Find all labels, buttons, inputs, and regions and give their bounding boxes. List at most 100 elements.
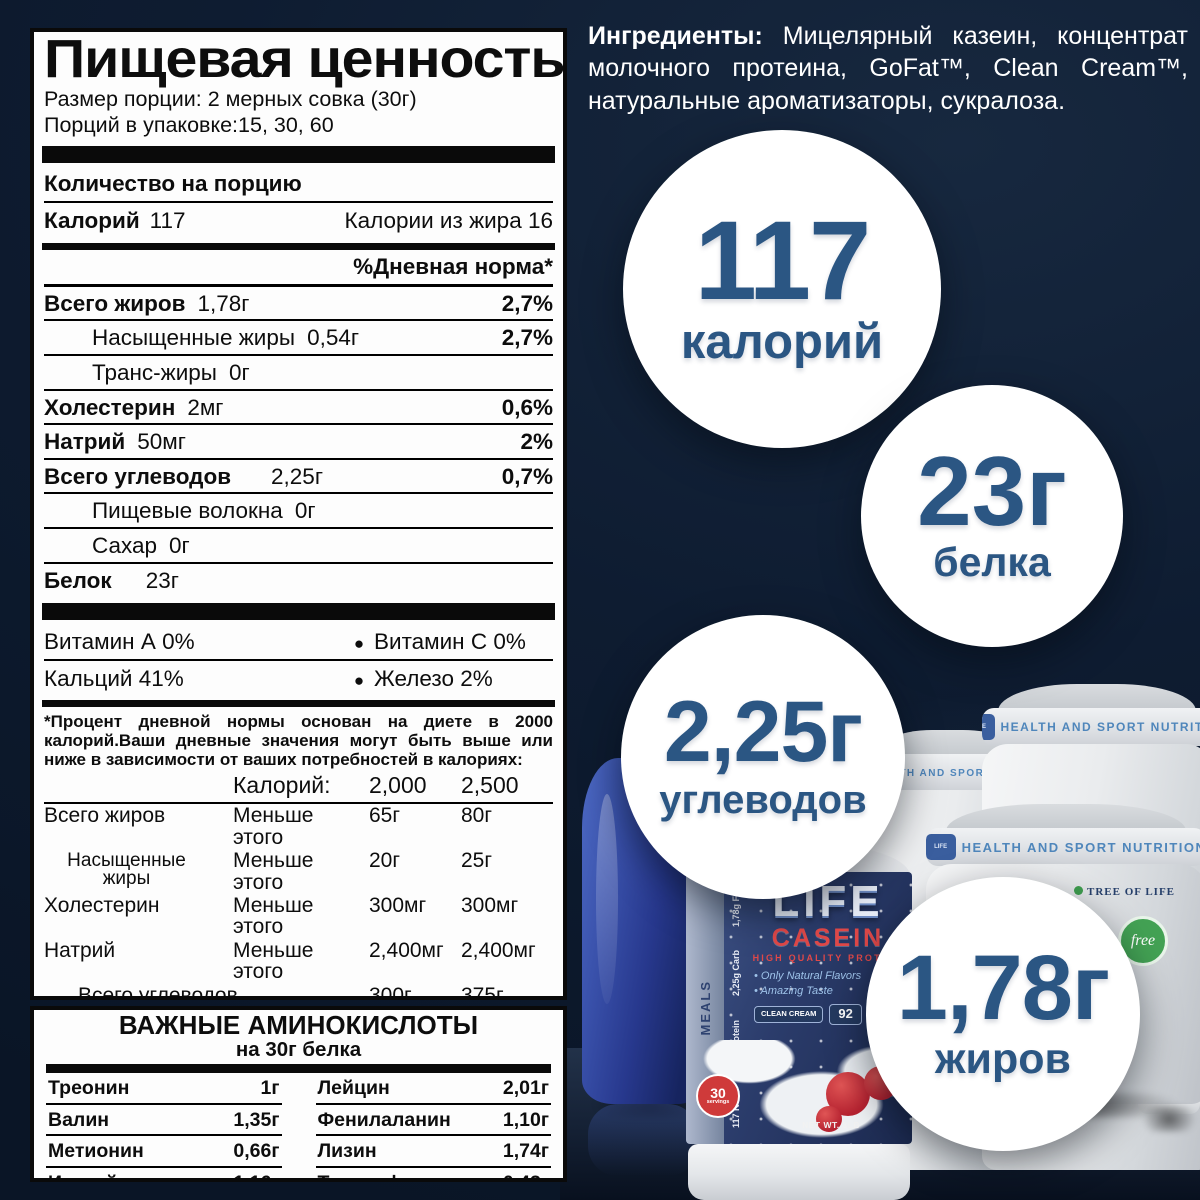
amino-row-methionine: Метионин 0,66г [46, 1136, 282, 1168]
product-line: CASEIN [771, 924, 885, 952]
nutrient: Всего углеводов 2,25г [44, 463, 324, 489]
daily-value-header: %Дневная норма* [44, 252, 553, 287]
brand-text: TREE OF LIFE [1074, 886, 1175, 898]
nutrient-row-total-carbs: Всего углеводов 2,25г 0,7% [44, 460, 553, 495]
daily-value-footnote: *Процент дневной нормы основан на диете … [44, 712, 553, 770]
nutrient: Холестерин 2мг [44, 394, 224, 420]
stat-carb: 2,25g Carb [731, 950, 741, 997]
iron: Железо 2% [374, 666, 493, 692]
vitamin-c: Витамин С 0% [374, 629, 526, 655]
milk-splash: 30 servings NET WT. 3LB [686, 1040, 912, 1144]
nutrient-row-protein: Белок 23г [44, 564, 553, 597]
choco-shadow [1133, 1106, 1200, 1132]
amino-subtitle: на 30г белка [235, 1037, 362, 1061]
g92-badge: 92 [829, 1004, 862, 1025]
amino-row-threonine: Треонин 1г [46, 1073, 282, 1105]
section-bar [46, 1064, 551, 1074]
ref-col-2500: 2,500 [461, 772, 519, 799]
calcium: Кальций 41% [44, 666, 184, 692]
tub-lid-text: HEALTH AND SPORT NUTRITION [867, 767, 1035, 779]
stat-value: 23г [917, 435, 1067, 546]
calories-row: Калорий 117 Калории из жира 16 [44, 203, 553, 239]
stat-label: углеводов [659, 778, 867, 822]
servings-badge: 30 servings [696, 1074, 740, 1118]
stat-circle-protein: 23г белка [861, 385, 1123, 647]
amount-per-serving: Количество на порцию [44, 167, 553, 203]
tree-logo-icon [1074, 886, 1083, 895]
ref-calories-label: Калорий: [233, 772, 331, 799]
amino-row-valine: Валин 1,35г [46, 1105, 282, 1137]
nutrient: Сахар 0г [92, 533, 190, 559]
bullet-icon: ● [353, 671, 365, 691]
stat-label: калорий [680, 315, 884, 370]
nutrient: Пищевые волокна 0г [92, 498, 316, 524]
label-main-content: LIFE CASEIN HIGH QUALITY PROTEIN • Only … [750, 880, 906, 1025]
section-bar [42, 603, 555, 621]
nutrient-row-cholesterol: Холестерин 2мг 0,6% [44, 391, 553, 426]
life-chip: LIFE [926, 834, 956, 860]
amino-right-column: Лейцин 2,01г Фенилаланин 1,10г Лизин 1,74г … [315, 1073, 552, 1178]
stat-label: жиров [935, 1035, 1071, 1084]
stat-value: 117 [694, 197, 872, 323]
ingredients-label: Ингредиенты: [588, 22, 763, 50]
ref-row-total-fat: Всего жиров Меньше этого 65г 80г [44, 804, 493, 849]
tub-lid-band: LIFE HEALTH AND SPORT NUTRITION [926, 828, 1200, 866]
side-strip-text: MEALS [697, 980, 713, 1036]
vitamin-row-2: Кальций 41% ● Железо 2% [44, 661, 553, 696]
nutrient-row-fiber: Пищевые волокна 0г [44, 494, 553, 530]
product-bullets: • Only Natural Flavors • Amazing Taste [750, 969, 906, 999]
amino-row-phenylalanine: Фенилаланин 1,10г [315, 1105, 551, 1137]
section-bar [42, 242, 555, 250]
amino-acids-panel: ВАЖНЫЕ АМИНОКИСЛОТЫ на 30г белка Треонин… [30, 1006, 567, 1182]
section-bar [42, 145, 555, 163]
nutrient-row-sugar: Сахар 0г [44, 529, 553, 564]
stat-circle-carbs: 2,25г углеводов [621, 615, 905, 899]
ref-col-2000: 2,000 [369, 772, 427, 799]
servings-word: servings [706, 1099, 730, 1106]
nutrient-row-sodium: Натрий 50мг 2% [44, 425, 553, 460]
nutrient: Белок 23г [44, 567, 179, 593]
nutrient: Насыщенные жиры 0,54г [92, 325, 360, 351]
nutrient-row-saturated-fat: Насыщенные жиры 0,54г 2,7% [44, 321, 553, 356]
amino-row-leucine: Лейцин 2,01г [315, 1073, 551, 1105]
nutrient: Натрий 50мг [44, 429, 186, 455]
net-weight: NET WT. 3LB [802, 1120, 860, 1130]
stat-label: белка [933, 538, 1051, 585]
ref-row-sodium: Натрий Меньше этого 2,400мг 2,400мг [44, 938, 536, 984]
panel-title: Пищевая ценность [44, 29, 565, 89]
reference-table-header: Калорий: 2,000 2,500 [44, 771, 553, 805]
ref-row-saturated-fat: Насыщенные жиры Меньше этого 20г 25г [67, 849, 493, 894]
ingredients-paragraph: Ингредиенты: Мицелярный казеин, концентр… [588, 20, 1188, 117]
calories: Калорий 117 [44, 207, 186, 233]
stat-value: 1,78г [896, 937, 1110, 1040]
calories-from-fat: Калории из жира 16 [344, 207, 553, 233]
tub-lid-text: HEALTH AND SPORT NUTRITION [961, 839, 1200, 855]
servings-count: 30 [710, 1085, 726, 1102]
amino-row-lysine: Лизин 1,74г [315, 1136, 551, 1168]
ref-row-cholesterol: Холестерин Меньше этого 300мг 300мг [44, 894, 519, 939]
bullet-icon: ● [353, 634, 365, 654]
amino-row-tryptophan: Триптофан0,43г [316, 1168, 552, 1178]
nutrient: Всего жиров 1,78г [44, 290, 250, 316]
vitamin-a: Витамин А 0% [44, 629, 195, 655]
ref-row-total-carbs: Всего углеводов 300г 375г [78, 983, 504, 1000]
bullet-2: • Amazing Taste [754, 984, 833, 997]
stat-value: 2,25г [663, 684, 863, 780]
nutrient-row-total-fat: Всего жиров 1,78г 2,7% [44, 287, 553, 322]
bullet-1: • Only Natural Flavors [754, 969, 862, 982]
ingredients-text: Мицелярный казеин, концентрат молочного … [588, 22, 1188, 115]
stat-circle-fats: 1,78г жиров [866, 877, 1140, 1151]
section-bar [42, 700, 555, 708]
bottle-base [688, 1144, 910, 1200]
nutrition-facts-panel: Пищевая ценность Размер порции: 2 мерных… [30, 28, 567, 1000]
servings-per-container: Порций в упаковке:15, 30, 60 [44, 112, 334, 137]
life-chip: LIFE [982, 714, 995, 740]
product-badges: CLEAN CREAM 92 [750, 1004, 906, 1025]
vitamin-row-1: Витамин А 0% ● Витамин С 0% [44, 624, 553, 662]
clean-cream-badge: CLEAN CREAM [754, 1006, 824, 1023]
nutrient-row-trans-fat: Транс-жиры 0г [44, 356, 553, 391]
amino-title: ВАЖНЫЕ АМИНОКИСЛОТЫ [118, 1010, 479, 1040]
